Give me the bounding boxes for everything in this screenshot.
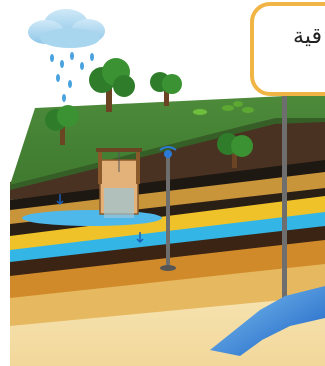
callout-label: قية <box>293 24 322 49</box>
tree-icon <box>45 105 79 145</box>
callout-bubble <box>250 2 325 96</box>
river <box>210 286 325 356</box>
pump-well-icon <box>159 146 177 271</box>
flow-arrows <box>56 194 144 244</box>
rain-cloud-icon <box>28 9 105 48</box>
plant-icon <box>193 101 254 115</box>
tree-icon <box>150 72 182 106</box>
tree-icon <box>217 133 253 168</box>
pond <box>22 210 162 226</box>
land-surface <box>10 96 325 190</box>
dug-well-icon <box>96 148 142 218</box>
tree-icon <box>89 58 135 112</box>
